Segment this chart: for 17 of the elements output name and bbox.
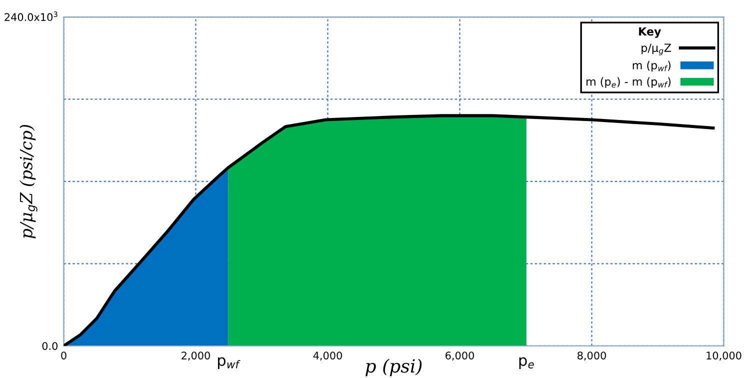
x-tick-label: 8,000 bbox=[578, 352, 606, 361]
y-axis-title: p/μ$_{g}$Z (psi/cp) bbox=[20, 124, 38, 238]
annotation: p$_{e}$ bbox=[519, 357, 534, 369]
x-tick-label: 6,000 bbox=[446, 352, 474, 361]
legend-label: m (p$_{wf}$) bbox=[632, 60, 670, 72]
legend-label: m (p$_{e}$) - m (p$_{wf}$) bbox=[586, 77, 671, 88]
line-series bbox=[64, 114, 715, 346]
y-tick-label: 0.0 bbox=[42, 342, 58, 350]
x-tick-label: 0 bbox=[61, 352, 66, 360]
x-axis-title: p (psi) bbox=[366, 358, 422, 376]
legend-title: Key bbox=[639, 27, 662, 38]
x-tick-label: 10,000 bbox=[706, 352, 742, 361]
x-tick-label: 4,000 bbox=[313, 352, 342, 361]
legend-label: p/μ$_{g}$Z bbox=[642, 44, 671, 56]
y-tick-label: 240.0x10$^{3}$ bbox=[4, 11, 58, 22]
annotation: p$_{wf}$ bbox=[218, 357, 240, 369]
x-tick-label: 2,000 bbox=[182, 352, 210, 361]
